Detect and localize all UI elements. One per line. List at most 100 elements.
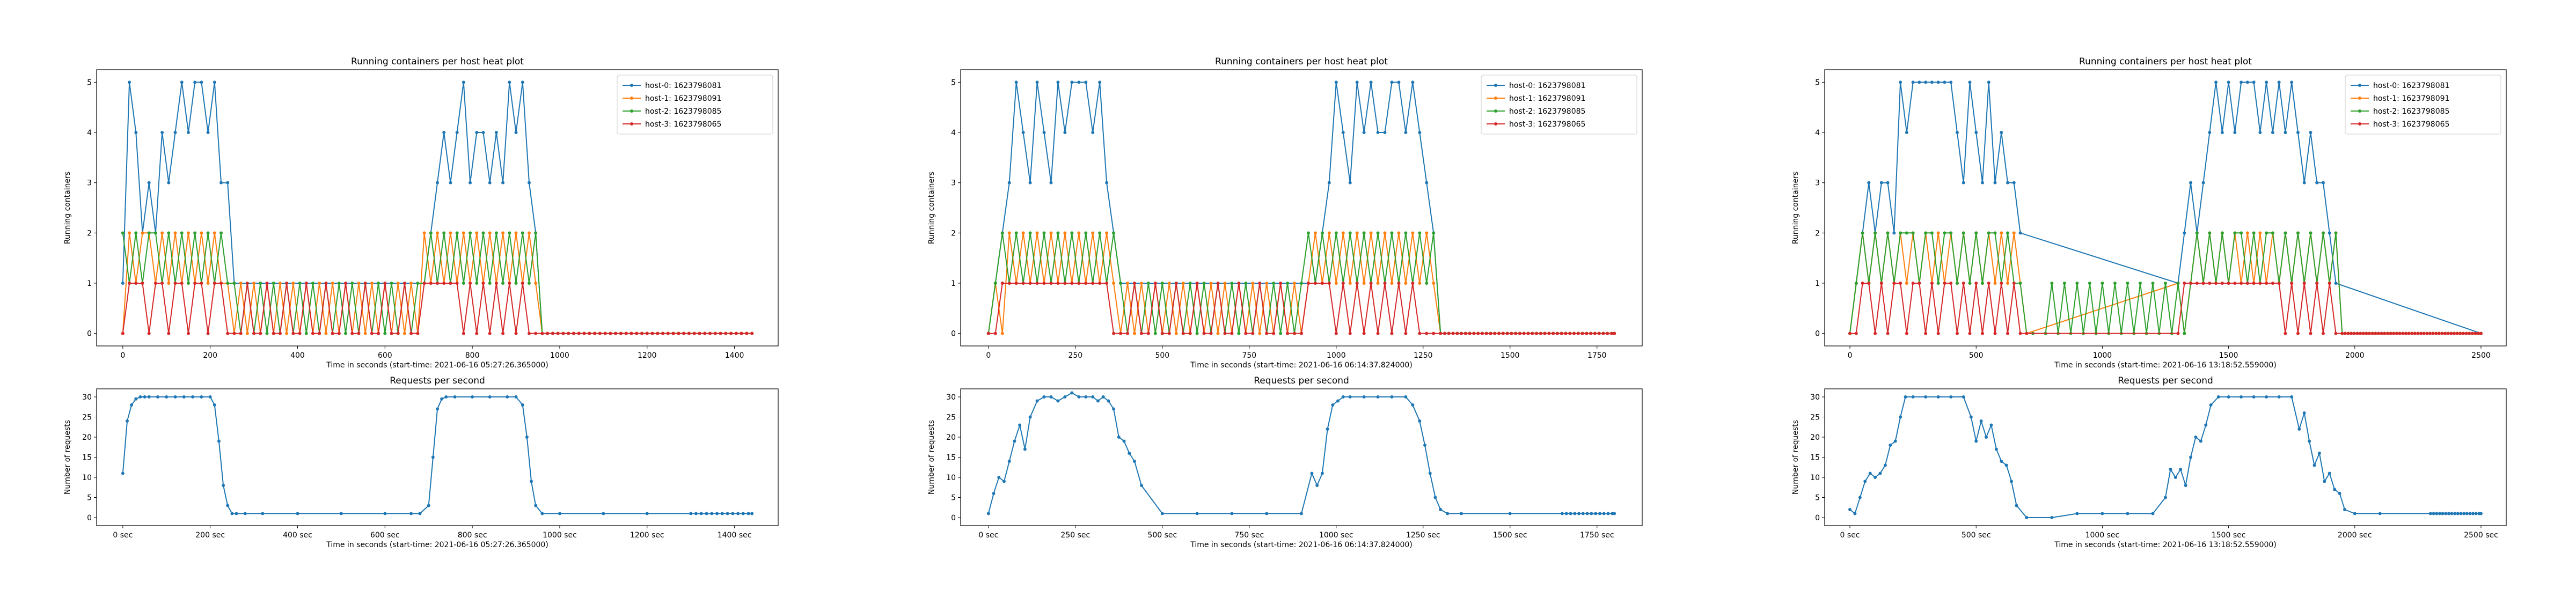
data-point [521,80,524,84]
legend: host-0: 1623798081 host-1: 1623798091 host… [617,75,773,135]
y-tick-label: 30 [1810,393,1820,402]
data-point [121,471,125,475]
data-point [232,281,236,285]
data-point [1112,407,1116,411]
data-point [193,231,197,235]
data-point [370,281,374,285]
data-point [1348,281,1352,285]
data-point [731,512,735,515]
data-point [1265,331,1269,335]
data-point [130,403,134,407]
data-point [2245,231,2249,235]
data-point [1035,231,1039,235]
data-point [1446,512,1450,515]
data-point [1084,231,1088,235]
data-point [1101,395,1105,399]
data-point [1362,331,1366,335]
data-point [245,281,249,285]
data-point [1174,281,1178,285]
data-point [422,281,426,285]
data-point [285,281,289,285]
y-axis-label: Running containers [63,172,72,244]
data-point [997,476,1001,479]
data-point [2050,281,2054,285]
chart-title: Running containers per host heat plot [1215,56,1388,67]
data-point [734,331,738,335]
x-tick-label: 200 [203,351,217,360]
data-point [2477,331,2480,335]
x-tick-label: 1500 sec [1493,531,1527,540]
data-point [298,331,302,335]
data-point [481,231,485,235]
y-tick-label: 5 [951,494,956,503]
x-tick-label: 800 sec [458,531,487,540]
data-point [383,512,387,515]
data-point [1028,415,1032,419]
data-point [272,331,275,335]
data-point [1153,281,1157,285]
data-point [1084,80,1088,84]
data-point [719,331,722,335]
legend-marker [2358,122,2361,126]
legend-marker [2358,84,2361,87]
data-point [1848,331,1852,335]
chart-title: Running containers per host heat plot [2079,56,2252,67]
data-point [1132,460,1136,463]
data-point [736,512,740,515]
x-tick-label: 1000 sec [1319,531,1353,540]
data-point [2317,452,2321,455]
data-point [1216,281,1220,285]
data-point [186,231,190,235]
y-tick-label: 1 [87,279,92,288]
data-point [1348,331,1352,335]
data-point [694,512,698,515]
data-point [462,80,465,84]
data-point [2012,281,2016,285]
data-point [2252,395,2256,399]
data-point [1063,395,1067,399]
data-point [692,331,696,335]
data-point [534,504,538,507]
legend-marker [2358,97,2361,100]
x-tick-label: 0 sec [1840,531,1860,540]
data-point [1564,512,1568,515]
data-point [1146,331,1150,335]
x-tick-label: 1500 [1501,351,1520,360]
data-point [2404,331,2407,335]
data-point [1892,231,1896,235]
data-point [396,331,400,335]
data-point [134,281,138,285]
data-point [1070,80,1074,84]
data-point [416,331,420,335]
data-point [167,331,171,335]
data-point [1202,331,1206,335]
data-point [2290,395,2294,399]
data-point [650,331,654,335]
x-tick-label: 400 [290,351,305,360]
data-point [2214,281,2218,285]
data-point [2195,281,2199,285]
data-point [1139,484,1143,487]
data-point [1315,484,1319,487]
data-point [1585,331,1589,335]
data-point [186,281,190,285]
data-point [2334,281,2338,285]
x-tick-label: 1250 [1414,351,1433,360]
data-point [285,331,289,335]
data-point [1237,331,1241,335]
data-point [2227,80,2230,84]
data-point [2240,80,2243,84]
data-point [2456,512,2460,515]
data-point [2328,231,2331,235]
data-point [1021,231,1025,235]
data-point [409,512,413,515]
data-point [1425,231,1429,235]
data-point [2164,281,2167,285]
data-point [540,331,544,335]
data-point [422,231,426,235]
x-tick-label: 750 sec [1234,531,1264,540]
data-point [1334,231,1338,235]
data-point [1362,231,1366,235]
data-point [1980,331,1984,335]
data-point [645,512,649,515]
